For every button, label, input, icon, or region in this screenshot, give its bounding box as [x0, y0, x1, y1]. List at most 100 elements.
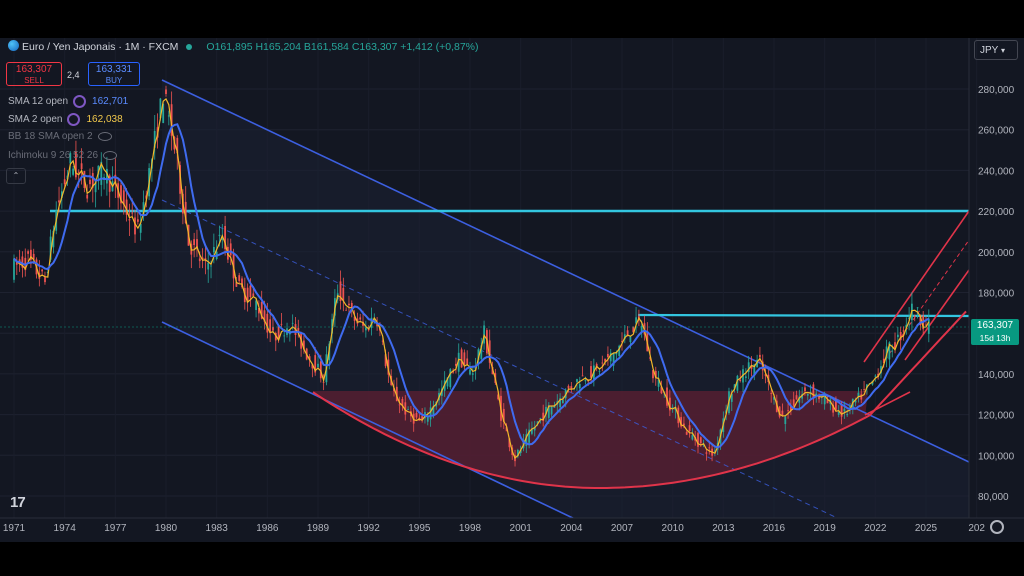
candle-body — [207, 262, 210, 270]
cup-curve — [312, 310, 967, 489]
x-tick-label: 2022 — [864, 523, 887, 534]
indicator-sma2[interactable]: SMA 2 open 162,038 — [8, 113, 123, 126]
candle-body — [542, 412, 545, 421]
candle-body — [860, 394, 863, 400]
y-axis: 280,000 260,000 240,000 220,000 200,000 180,0… — [968, 38, 1015, 518]
candle-body — [669, 397, 671, 411]
candle-body — [221, 236, 224, 240]
ohlc-open: O161,895 — [206, 41, 253, 53]
symbol-title[interactable]: Euro / Yen Japonais · 1M · FXCM — [22, 41, 179, 53]
collapse-icon[interactable]: ⌃ — [6, 168, 26, 184]
x-tick-label: 2016 — [763, 523, 786, 534]
candle-body — [567, 385, 570, 389]
x-tick-label: 2025 — [915, 523, 938, 534]
x-tick-label: 2001 — [510, 523, 533, 534]
eye-icon[interactable] — [97, 131, 112, 141]
candle-body — [745, 376, 747, 378]
candle-body — [680, 417, 682, 427]
candle-body — [497, 394, 499, 400]
candle-body — [508, 438, 511, 448]
candle-body — [246, 287, 249, 303]
y-tick-label: 100,000 — [978, 451, 1015, 462]
sell-button[interactable]: 163,307 SELL — [6, 62, 62, 86]
x-tick-label: 1980 — [155, 523, 178, 534]
candle-body — [331, 319, 333, 334]
indicator-bb[interactable]: BB 18 SMA open 2 — [8, 131, 112, 142]
candle-body — [196, 239, 198, 249]
x-tick-label: 1995 — [408, 523, 431, 534]
candle-body — [750, 365, 753, 369]
candle-body — [94, 178, 97, 193]
candle-body — [263, 310, 266, 322]
bb-label: BB 18 SMA open 2 — [8, 131, 93, 142]
candle-body — [359, 317, 362, 320]
candle-body — [365, 327, 367, 331]
candle-body — [44, 277, 46, 283]
up-channel-lower — [904, 269, 969, 361]
candle-body — [345, 309, 347, 311]
candle-body — [395, 386, 398, 402]
candle-body — [888, 342, 891, 360]
indicator-ichimoku[interactable]: Ichimoku 9 26 52 26 — [8, 150, 118, 161]
candle-body — [139, 224, 142, 233]
sell-label: SELL — [24, 76, 44, 85]
candle-body — [460, 349, 463, 368]
candle-body — [280, 323, 283, 325]
candle-body — [114, 174, 117, 183]
x-tick-label: 1974 — [54, 523, 77, 534]
candle-body — [843, 408, 846, 412]
ohlc-high: H165,204 — [255, 41, 301, 53]
candle-body — [562, 399, 564, 404]
candle-body — [604, 358, 606, 362]
candle-body — [683, 423, 685, 426]
candle-body — [835, 399, 837, 410]
candle-body — [97, 165, 100, 175]
candle-body — [241, 278, 243, 288]
candle-body — [15, 261, 18, 265]
x-tick-label: 1983 — [206, 523, 229, 534]
candle-body — [837, 411, 840, 415]
x-tick-label: 2010 — [662, 523, 685, 534]
tradingview-logo[interactable]: 17 — [10, 494, 26, 511]
cup-fill — [313, 391, 868, 488]
candle-body — [578, 384, 581, 389]
y-tick-label: 240,000 — [978, 166, 1015, 177]
neckline — [637, 313, 969, 318]
candle-body — [429, 407, 432, 420]
globe-icon — [8, 40, 19, 51]
candle-body — [863, 389, 865, 390]
candle-body — [466, 358, 469, 365]
candle-body — [612, 353, 615, 366]
x-tick-label: 2019 — [814, 523, 837, 534]
candle-body — [52, 230, 55, 248]
candle-body — [804, 387, 806, 392]
candle-body — [252, 293, 255, 296]
x-axis: 1971 1974 1977 1980 1983 1986 1989 1992 1995 1998… — [0, 517, 1024, 534]
candle-body — [381, 340, 384, 342]
currency-selector[interactable]: JPY ▾ — [974, 40, 1018, 60]
candle-body — [348, 303, 350, 306]
indicator-sma12[interactable]: SMA 12 open 162,701 — [8, 95, 128, 108]
y-tick-label: 140,000 — [978, 370, 1015, 381]
candle-body — [821, 395, 823, 397]
sma2-line — [13, 97, 930, 460]
symbol-header[interactable]: Euro / Yen Japonais · 1M · FXCM O161,895 … — [8, 40, 479, 53]
eye-icon[interactable] — [103, 150, 118, 160]
sma2-label: SMA 2 open — [8, 114, 63, 126]
buy-button[interactable]: 163,331 BUY — [88, 62, 140, 86]
last-price-tag: 163,307 15d 13h — [971, 319, 1019, 345]
candle-body — [108, 175, 111, 192]
candle-body — [688, 425, 691, 431]
candle-body — [229, 243, 232, 256]
candle-body — [201, 257, 204, 260]
candle-body — [730, 393, 733, 402]
candle-body — [685, 431, 688, 435]
x-tick-label: 202 — [968, 523, 985, 534]
settings-gear-icon[interactable] — [990, 520, 1004, 534]
candle-body — [128, 219, 131, 221]
candle-body — [502, 408, 505, 422]
candle-body — [626, 330, 629, 337]
candle-body — [812, 384, 815, 398]
candle-body — [89, 179, 91, 185]
